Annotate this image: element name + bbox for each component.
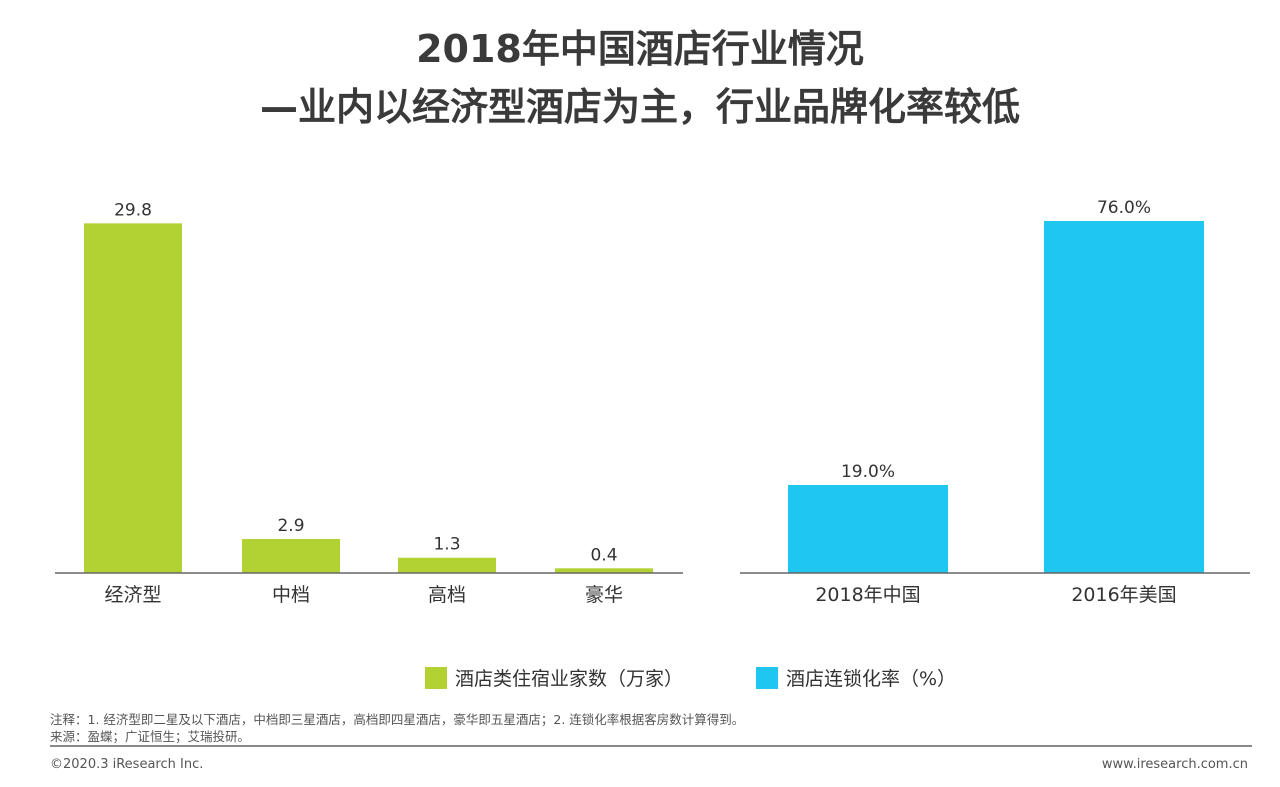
legend-swatch-green bbox=[425, 666, 447, 689]
bar bbox=[84, 223, 182, 573]
title-line1: 2018年中国酒店行业情况 bbox=[416, 27, 864, 71]
copyright: ©2020.3 iResearch Inc. bbox=[50, 757, 204, 772]
bar bbox=[242, 538, 340, 573]
source: 来源：盈蝶；广证恒生；艾瑞投研。 bbox=[50, 729, 251, 744]
category-label: 经济型 bbox=[104, 584, 161, 606]
data-label: 19.0% bbox=[841, 462, 895, 482]
data-label: 2.9 bbox=[277, 516, 304, 536]
bar bbox=[1044, 221, 1204, 573]
category-label: 2016年美国 bbox=[1071, 584, 1176, 606]
legend-label: 酒店类住宿业家数（万家） bbox=[455, 668, 684, 690]
legend-label: 酒店连锁化率（%） bbox=[786, 668, 957, 690]
bar bbox=[398, 557, 496, 573]
title-line2: —业内以经济型酒店为主，行业品牌化率较低 bbox=[259, 85, 1020, 129]
category-label: 高档 bbox=[428, 584, 466, 606]
bar bbox=[555, 568, 653, 573]
data-label: 0.4 bbox=[590, 545, 617, 565]
data-label: 76.0% bbox=[1097, 198, 1151, 218]
legend-swatch-blue bbox=[756, 666, 778, 689]
legend-item-hotels: 酒店类住宿业家数（万家） bbox=[425, 664, 683, 691]
category-label: 2018年中国 bbox=[815, 584, 920, 606]
legend-item-chain-rate: 酒店连锁化率（%） bbox=[756, 664, 956, 691]
data-label: 29.8 bbox=[114, 200, 152, 220]
category-label: 中档 bbox=[272, 584, 310, 606]
data-label: 1.3 bbox=[433, 535, 460, 555]
bar bbox=[788, 485, 948, 573]
category-label: 豪华 bbox=[585, 584, 623, 606]
footnote: 注释：1. 经济型即二星及以下酒店，中档即三星酒店，高档即四星酒店，豪华即五星酒… bbox=[50, 712, 745, 727]
divider bbox=[50, 745, 1252, 747]
site-url: www.iresearch.com.cn bbox=[1101, 757, 1248, 772]
